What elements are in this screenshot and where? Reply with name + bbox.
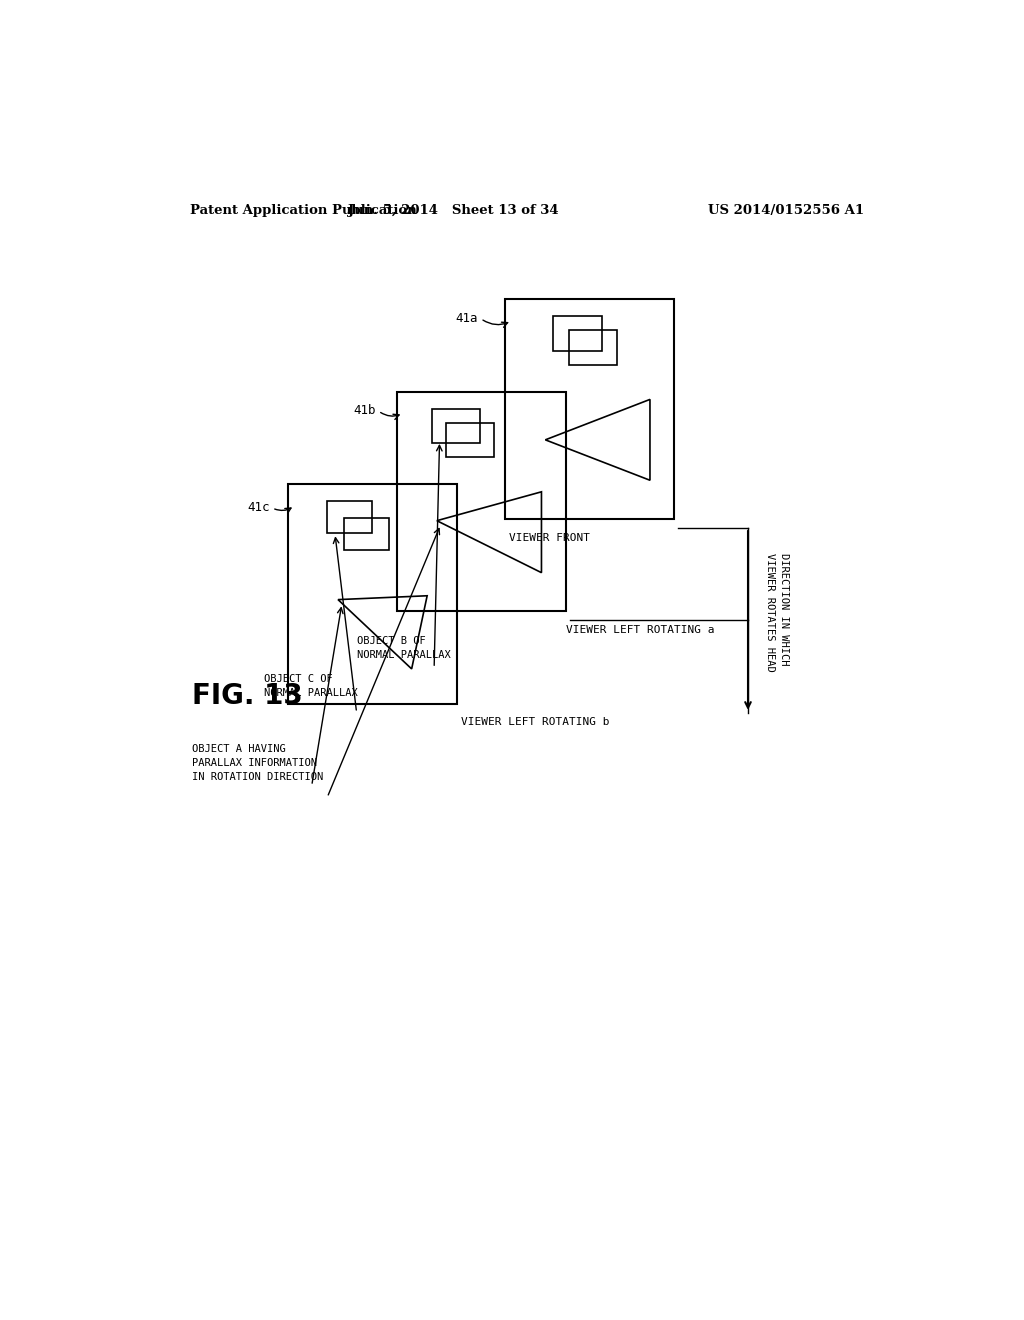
Bar xyxy=(344,517,389,550)
Bar xyxy=(554,317,601,351)
Text: VIEWER FRONT: VIEWER FRONT xyxy=(509,533,590,543)
Text: 41a: 41a xyxy=(456,312,478,325)
Text: OBJECT B OF
NORMAL PARALLAX: OBJECT B OF NORMAL PARALLAX xyxy=(356,636,451,660)
Bar xyxy=(432,409,480,444)
Text: Jun. 5, 2014   Sheet 13 of 34: Jun. 5, 2014 Sheet 13 of 34 xyxy=(348,205,559,218)
Bar xyxy=(445,422,494,457)
Bar xyxy=(569,330,617,364)
Text: VIEWER LEFT ROTATING b: VIEWER LEFT ROTATING b xyxy=(461,718,609,727)
Text: OBJECT A HAVING
PARALLAX INFORMATION
IN ROTATION DIRECTION: OBJECT A HAVING PARALLAX INFORMATION IN … xyxy=(191,743,323,781)
Text: US 2014/0152556 A1: US 2014/0152556 A1 xyxy=(709,205,864,218)
Text: 41c: 41c xyxy=(248,502,270,515)
Text: OBJECT C OF
NORMAL PARALLAX: OBJECT C OF NORMAL PARALLAX xyxy=(263,675,357,698)
Text: Patent Application Publication: Patent Application Publication xyxy=(190,205,417,218)
Text: 41b: 41b xyxy=(353,404,376,417)
Text: FIG. 13: FIG. 13 xyxy=(191,682,302,710)
Bar xyxy=(289,484,458,704)
Text: VIEWER LEFT ROTATING a: VIEWER LEFT ROTATING a xyxy=(566,626,715,635)
Bar xyxy=(328,502,372,533)
Bar xyxy=(397,392,566,611)
Bar xyxy=(506,300,675,519)
Text: DIRECTION IN WHICH
VIEWER ROTATES HEAD: DIRECTION IN WHICH VIEWER ROTATES HEAD xyxy=(765,553,790,672)
